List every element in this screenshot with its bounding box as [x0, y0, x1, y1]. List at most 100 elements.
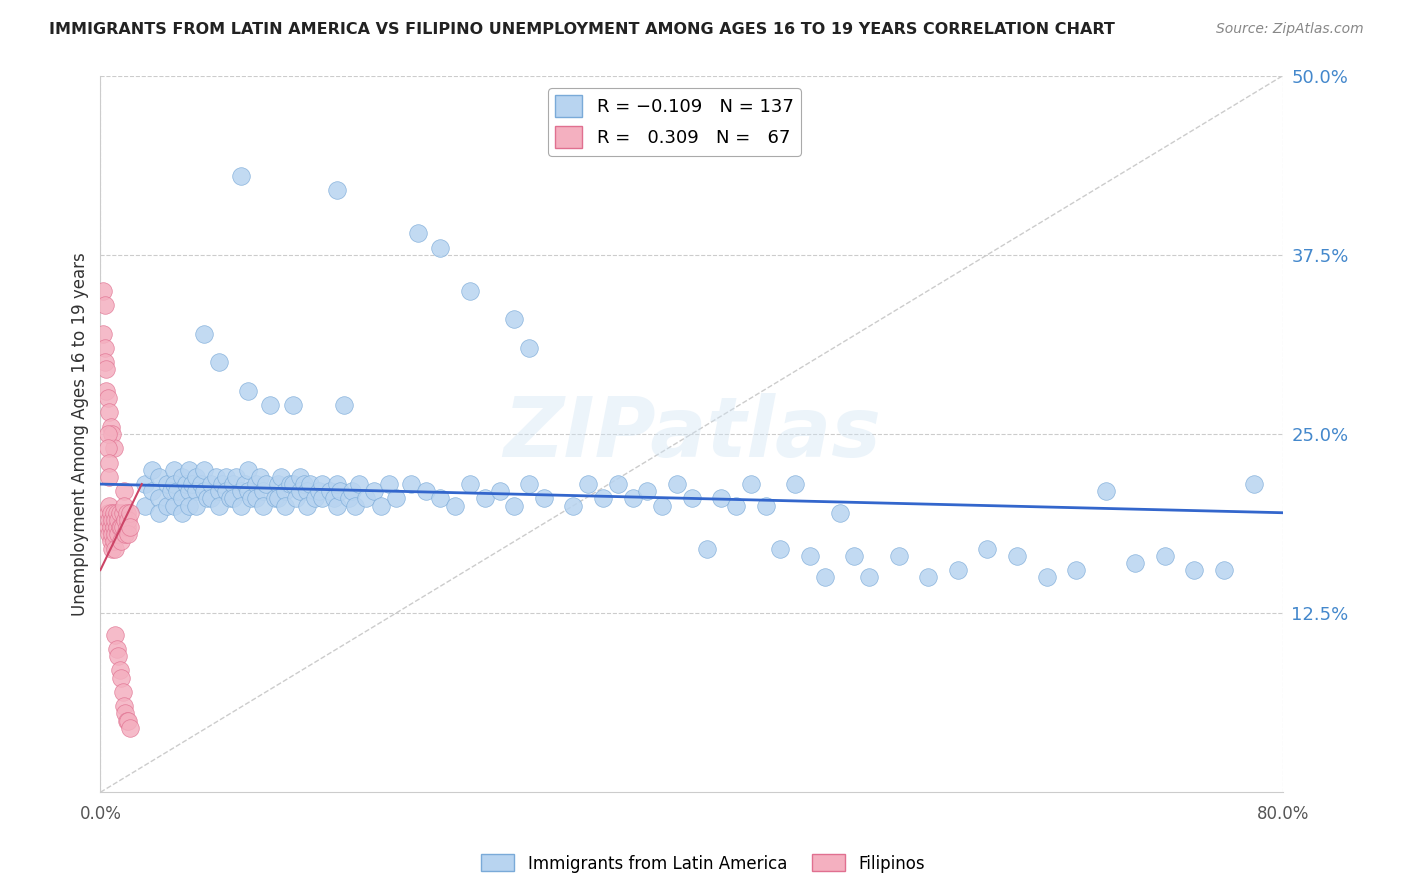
- Point: [681, 491, 703, 506]
- Point: [94, 341, 117, 355]
- Point: [225, 470, 247, 484]
- Point: [576, 477, 599, 491]
- Point: [101, 426, 124, 441]
- Text: ZIPatlas: ZIPatlas: [503, 393, 880, 475]
- Point: [444, 499, 467, 513]
- Point: [274, 499, 297, 513]
- Point: [326, 477, 349, 491]
- Point: [828, 506, 851, 520]
- Point: [200, 491, 222, 506]
- Point: [195, 491, 218, 506]
- Point: [103, 506, 125, 520]
- Point: [193, 326, 215, 341]
- Point: [651, 499, 673, 513]
- Point: [103, 520, 125, 534]
- Point: [115, 714, 138, 728]
- Point: [97, 520, 120, 534]
- Point: [284, 491, 307, 506]
- Point: [592, 491, 614, 506]
- Point: [148, 470, 170, 484]
- Point: [114, 527, 136, 541]
- Point: [406, 226, 429, 240]
- Point: [696, 541, 718, 556]
- Point: [533, 491, 555, 506]
- Point: [174, 477, 197, 491]
- Point: [134, 477, 156, 491]
- Point: [211, 477, 233, 491]
- Point: [343, 499, 366, 513]
- Point: [326, 499, 349, 513]
- Point: [97, 426, 120, 441]
- Point: [98, 456, 121, 470]
- Point: [156, 499, 179, 513]
- Point: [278, 477, 301, 491]
- Point: [259, 398, 281, 412]
- Point: [110, 534, 132, 549]
- Point: [1184, 563, 1206, 577]
- Point: [263, 491, 285, 506]
- Point: [193, 484, 215, 499]
- Point: [233, 477, 256, 491]
- Point: [94, 298, 117, 312]
- Point: [98, 527, 121, 541]
- Point: [229, 484, 252, 499]
- Point: [104, 541, 127, 556]
- Point: [108, 664, 131, 678]
- Point: [219, 491, 242, 506]
- Point: [844, 549, 866, 563]
- Point: [329, 484, 352, 499]
- Point: [238, 384, 260, 398]
- Point: [308, 484, 330, 499]
- Point: [148, 506, 170, 520]
- Point: [1094, 484, 1116, 499]
- Point: [377, 477, 399, 491]
- Point: [297, 499, 319, 513]
- Point: [621, 491, 644, 506]
- Point: [117, 513, 139, 527]
- Point: [222, 477, 245, 491]
- Point: [160, 484, 183, 499]
- Point: [170, 491, 193, 506]
- Point: [141, 463, 163, 477]
- Point: [118, 506, 141, 520]
- Point: [156, 477, 179, 491]
- Legend: R = −0.109   N = 137, R =   0.309   N =   67: R = −0.109 N = 137, R = 0.309 N = 67: [548, 88, 801, 156]
- Point: [100, 419, 122, 434]
- Point: [474, 491, 496, 506]
- Point: [98, 499, 121, 513]
- Point: [363, 484, 385, 499]
- Y-axis label: Unemployment Among Ages 16 to 19 years: Unemployment Among Ages 16 to 19 years: [72, 252, 89, 615]
- Point: [97, 442, 120, 456]
- Point: [177, 499, 200, 513]
- Point: [111, 506, 134, 520]
- Point: [245, 491, 267, 506]
- Point: [229, 499, 252, 513]
- Point: [96, 384, 118, 398]
- Point: [98, 405, 121, 419]
- Point: [100, 534, 122, 549]
- Point: [238, 463, 260, 477]
- Point: [141, 484, 163, 499]
- Point: [94, 355, 117, 369]
- Point: [814, 570, 837, 584]
- Point: [333, 398, 356, 412]
- Point: [186, 470, 208, 484]
- Point: [204, 470, 226, 484]
- Point: [207, 499, 229, 513]
- Point: [177, 484, 200, 499]
- Point: [245, 477, 267, 491]
- Point: [238, 484, 260, 499]
- Point: [311, 477, 333, 491]
- Point: [170, 470, 193, 484]
- Point: [170, 506, 193, 520]
- Point: [356, 491, 378, 506]
- Point: [288, 484, 311, 499]
- Point: [163, 499, 186, 513]
- Point: [111, 520, 134, 534]
- Point: [100, 520, 122, 534]
- Point: [101, 527, 124, 541]
- Point: [267, 477, 290, 491]
- Point: [347, 477, 370, 491]
- Point: [215, 484, 238, 499]
- Point: [118, 520, 141, 534]
